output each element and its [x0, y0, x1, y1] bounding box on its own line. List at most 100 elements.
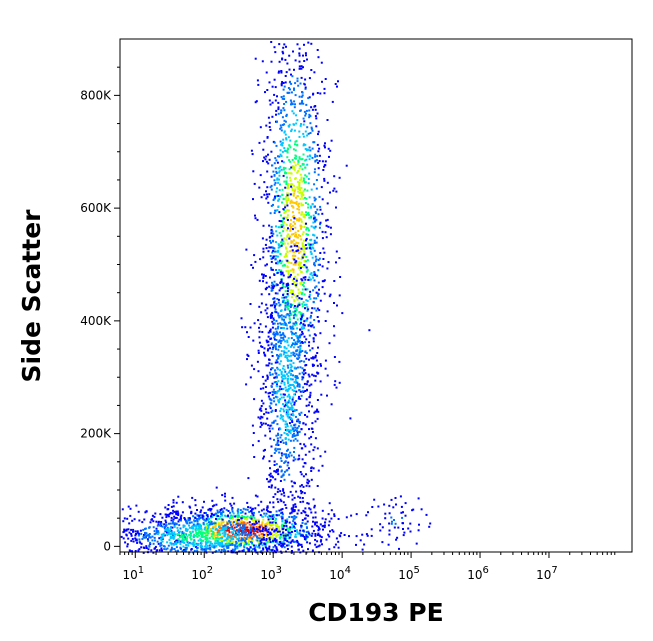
event-dot: [286, 151, 289, 154]
event-dot: [297, 218, 300, 221]
event-dot: [277, 348, 280, 351]
event-dot: [254, 101, 257, 104]
event-dot: [264, 91, 266, 94]
event-dot: [127, 528, 130, 531]
event-dot: [295, 296, 298, 299]
event-dot: [200, 539, 202, 542]
event-dot: [259, 514, 262, 517]
event-dot: [254, 57, 257, 60]
event-dot: [309, 508, 312, 511]
event-dot: [283, 351, 286, 354]
event-dot: [279, 259, 282, 262]
event-dot: [287, 388, 290, 391]
event-dot: [176, 533, 179, 536]
event-dot: [299, 165, 302, 168]
event-dot: [315, 359, 318, 362]
event-dot: [269, 373, 272, 376]
event-dot: [286, 415, 289, 418]
event-dot: [323, 251, 326, 254]
event-dot: [286, 303, 289, 306]
event-dot: [271, 382, 274, 385]
event-dot: [279, 441, 282, 443]
event-dot: [289, 363, 292, 366]
event-dot: [304, 265, 307, 268]
event-dot: [309, 243, 312, 246]
event-dot: [196, 518, 198, 521]
event-dot: [305, 514, 308, 517]
event-dot: [253, 254, 256, 257]
event-dot: [273, 197, 276, 200]
event-dot: [244, 326, 247, 329]
event-dot: [281, 81, 284, 83]
event-dot: [324, 142, 326, 145]
event-dot: [294, 533, 297, 536]
event-dot: [280, 508, 283, 511]
event-dot: [218, 529, 221, 532]
event-dot: [289, 325, 292, 328]
event-dot: [157, 531, 160, 534]
event-dot: [213, 504, 216, 507]
event-dot: [289, 310, 291, 313]
event-dot: [288, 125, 290, 128]
event-dot: [257, 518, 260, 521]
event-dot: [281, 513, 284, 516]
event-dot: [282, 274, 285, 277]
event-dot: [243, 518, 246, 520]
event-dot: [270, 284, 273, 287]
event-dot: [305, 239, 307, 242]
event-dot: [209, 542, 212, 545]
event-dot: [285, 238, 288, 241]
event-dot: [278, 448, 281, 451]
event-dot: [294, 226, 297, 229]
event-dot: [299, 250, 302, 253]
event-dot: [312, 221, 315, 224]
event-dot: [224, 526, 226, 529]
event-dot: [308, 533, 311, 536]
event-dot: [128, 531, 131, 534]
event-dot: [123, 528, 126, 531]
event-dot: [366, 534, 369, 537]
event-dot: [328, 342, 331, 345]
event-dot: [273, 297, 276, 300]
event-dot: [286, 544, 288, 547]
event-dot: [317, 529, 320, 532]
event-dot: [215, 537, 218, 539]
event-dot: [314, 225, 317, 228]
event-dot: [333, 356, 336, 358]
event-dot: [288, 314, 291, 317]
event-dot: [270, 445, 273, 448]
event-dot: [282, 168, 285, 171]
event-dot: [277, 473, 280, 476]
event-dot: [277, 448, 279, 451]
event-dot: [277, 155, 279, 158]
event-dot: [231, 508, 234, 511]
event-dot: [234, 523, 237, 526]
event-dot: [268, 126, 271, 128]
event-dot: [252, 266, 254, 269]
event-dot: [272, 283, 275, 286]
event-dot: [218, 511, 221, 513]
event-dot: [267, 340, 270, 343]
event-dot: [290, 73, 292, 76]
event-dot: [229, 502, 232, 505]
event-dot: [292, 167, 295, 170]
event-dot: [313, 446, 316, 449]
event-dot: [270, 232, 273, 235]
event-dot: [267, 518, 270, 521]
event-dot: [328, 535, 331, 538]
event-dot: [318, 226, 321, 229]
event-dot: [273, 183, 276, 186]
event-dot: [317, 346, 319, 349]
event-dot: [286, 242, 289, 245]
event-dot: [306, 415, 309, 418]
event-dot: [268, 236, 271, 239]
event-dot: [268, 510, 271, 513]
event-dot: [167, 528, 169, 531]
event-dot: [271, 355, 274, 357]
event-dot: [240, 317, 243, 320]
event-dot: [295, 353, 298, 356]
event-dot: [266, 505, 269, 508]
event-dot: [163, 545, 166, 548]
event-dot: [313, 326, 315, 329]
event-dot: [288, 400, 291, 403]
